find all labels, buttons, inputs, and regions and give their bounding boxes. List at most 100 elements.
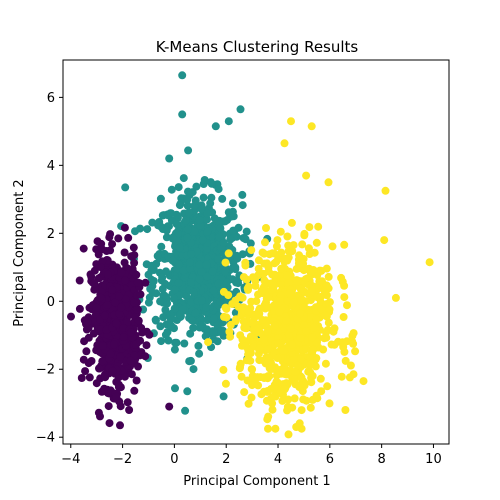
point-cluster-1 [215,233,224,242]
point-cluster-2 [298,302,307,311]
point-cluster-1 [241,235,250,244]
point-cluster-2 [247,246,256,255]
point-cluster-2 [316,292,325,301]
point-cluster-2 [247,297,256,306]
point-cluster-1 [238,201,247,210]
point-cluster-2 [234,302,243,311]
point-cluster-2 [340,281,349,290]
point-cluster-0 [136,290,145,299]
point-cluster-2 [289,298,298,307]
point-cluster-1 [203,227,212,236]
point-cluster-2 [248,381,257,390]
point-cluster-1 [167,185,176,194]
point-cluster-1 [185,258,194,267]
point-cluster-2 [312,238,321,247]
x-tick-label: 4 [274,452,282,467]
point-cluster-2 [283,232,292,241]
point-cluster-2 [317,266,326,275]
point-cluster-1 [183,233,192,242]
point-cluster-2 [242,356,251,365]
point-cluster-1 [167,321,176,330]
point-cluster-2 [240,388,249,397]
point-cluster-2 [309,345,318,354]
point-cluster-0 [108,285,117,294]
point-cluster-1 [170,345,179,354]
point-cluster-0 [117,303,126,312]
point-cluster-2 [322,281,331,290]
point-cluster-1 [185,357,194,366]
point-cluster-2 [328,242,337,251]
point-cluster-2 [204,338,213,347]
point-cluster-2 [283,406,292,415]
point-cluster-2 [337,372,346,381]
point-cluster-0 [121,276,129,285]
point-cluster-2 [277,248,286,257]
point-cluster-2 [278,396,287,405]
point-cluster-2 [312,315,321,324]
point-cluster-2 [221,379,230,388]
point-cluster-2 [254,290,262,299]
x-tick-label: −4 [61,452,80,467]
point-cluster-2 [244,399,253,408]
point-cluster-0 [130,386,139,395]
point-cluster-1 [146,284,155,293]
point-cluster-0 [90,285,99,294]
point-cluster-1 [191,196,200,205]
point-cluster-2 [351,347,360,356]
point-cluster-1 [198,205,206,214]
y-tick-label: 6 [47,91,55,106]
point-cluster-1 [175,201,184,210]
x-axis-ticks: −4 −2 0 2 4 6 8 10 [61,444,442,467]
point-cluster-1 [152,259,161,268]
point-cluster-1 [195,216,204,224]
point-cluster-1 [183,387,192,396]
point-cluster-1 [166,315,175,324]
point-cluster-2 [287,218,296,227]
point-cluster-0 [124,233,133,242]
point-cluster-1 [195,275,204,284]
point-cluster-1 [181,406,190,415]
y-tick-label: 0 [47,295,55,310]
point-cluster-2 [274,339,283,348]
point-cluster-1 [168,234,177,243]
point-cluster-1 [178,110,187,119]
point-cluster-1 [216,297,225,306]
point-cluster-2 [246,332,255,341]
point-cluster-1 [143,225,152,234]
point-cluster-1 [185,264,194,273]
point-cluster-0 [100,384,109,393]
point-cluster-1 [209,327,218,336]
point-cluster-1 [172,338,181,347]
point-cluster-2 [306,268,315,277]
point-cluster-1 [216,224,225,233]
point-cluster-2 [279,346,288,355]
point-cluster-2 [238,335,247,344]
point-cluster-2 [391,293,400,302]
point-cluster-1 [179,266,188,275]
point-cluster-2 [244,285,252,294]
point-cluster-0 [95,364,104,373]
point-cluster-2 [310,323,319,332]
point-cluster-1 [184,187,192,196]
point-cluster-0 [96,293,105,302]
point-cluster-2 [297,373,306,382]
point-cluster-2 [276,227,285,236]
point-cluster-2 [280,385,289,394]
point-cluster-2 [280,369,289,378]
point-cluster-2 [280,139,289,148]
y-tick-label: 2 [47,227,55,242]
point-cluster-1 [233,254,242,263]
point-cluster-0 [103,301,112,309]
point-cluster-1 [211,122,220,131]
point-cluster-2 [308,333,317,342]
point-cluster-2 [219,365,228,374]
point-cluster-2 [257,390,266,399]
point-cluster-2 [340,293,349,302]
point-cluster-2 [254,381,263,390]
point-cluster-1 [157,337,166,346]
point-cluster-2 [296,382,305,391]
point-cluster-0 [120,248,129,257]
point-cluster-0 [114,380,123,389]
point-cluster-2 [269,392,278,401]
point-cluster-2 [273,354,282,362]
